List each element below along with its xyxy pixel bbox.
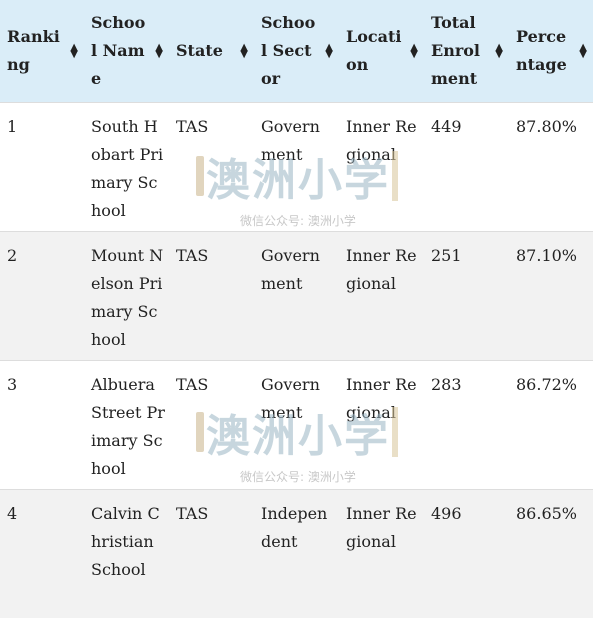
cell-state: TAS [176, 245, 209, 265]
header-school-sector[interactable]: School Sector ▲ ▼ [254, 0, 339, 102]
cell-school-name: Mount Nelson Primary School [91, 245, 164, 349]
header-state[interactable]: State ▲ ▼ [169, 0, 254, 102]
cell-state: TAS [176, 503, 209, 523]
header-ranking[interactable]: Ranking ▲ ▼ [0, 0, 84, 102]
sort-arrows-icon: ▲ ▼ [155, 41, 163, 60]
cell-total-enrolment: 496 [431, 503, 462, 523]
cell-school-sector: Government [261, 116, 320, 164]
sort-arrows-icon: ▲ ▼ [579, 41, 587, 60]
cell-state: TAS [176, 374, 209, 394]
table-row: 3 Albuera Street Primary School TAS Gove… [0, 360, 593, 489]
cell-location: Inner Regional [346, 374, 417, 422]
cell-school-sector: Government [261, 374, 320, 422]
header-label: School Name [91, 12, 146, 88]
table-header-row: Ranking ▲ ▼ School Name ▲ ▼ State ▲ ▼ School S… [0, 0, 593, 102]
cell-ranking: 2 [7, 245, 18, 265]
header-percentage[interactable]: Percentage ▲ ▼ [509, 0, 593, 102]
header-label: Location [346, 26, 402, 74]
cell-school-name: Calvin Christian School [91, 503, 160, 579]
cell-school-name: South Hobart Primary School [91, 116, 164, 220]
cell-total-enrolment: 251 [431, 245, 462, 265]
sort-arrows-icon: ▲ ▼ [495, 41, 503, 60]
header-label: State [176, 40, 223, 60]
cell-location: Inner Regional [346, 116, 417, 164]
cell-school-name: Albuera Street Primary School [91, 374, 165, 478]
header-location[interactable]: Location ▲ ▼ [339, 0, 424, 102]
sort-arrows-icon: ▲ ▼ [410, 41, 418, 60]
cell-percentage: 86.65% [516, 503, 578, 523]
header-label: Ranking [7, 26, 60, 74]
cell-percentage: 86.72% [516, 374, 578, 394]
header-total-enrolment[interactable]: Total Enrolment ▲ ▼ [424, 0, 509, 102]
cell-percentage: 87.80% [516, 116, 578, 136]
cell-ranking: 3 [7, 374, 18, 394]
cell-total-enrolment: 283 [431, 374, 462, 394]
table-row: 4 Calvin Christian School TAS Independen… [0, 489, 593, 618]
cell-state: TAS [176, 116, 209, 136]
cell-percentage: 87.10% [516, 245, 578, 265]
cell-ranking: 1 [7, 116, 18, 136]
cell-location: Inner Regional [346, 245, 417, 293]
cell-school-sector: Government [261, 245, 320, 293]
cell-total-enrolment: 449 [431, 116, 462, 136]
sort-arrows-icon: ▲ ▼ [325, 41, 333, 60]
cell-ranking: 4 [7, 503, 18, 523]
header-label: Total Enrolment [431, 12, 481, 88]
table-row: 2 Mount Nelson Primary School TAS Govern… [0, 231, 593, 360]
header-school-name[interactable]: School Name ▲ ▼ [84, 0, 169, 102]
sort-arrows-icon: ▲ ▼ [240, 41, 248, 60]
header-label: School Sector [261, 12, 316, 88]
cell-location: Inner Regional [346, 503, 417, 551]
cell-school-sector: Independent [261, 503, 328, 551]
header-label: Percentage [516, 26, 567, 74]
sort-arrows-icon: ▲ ▼ [70, 41, 78, 60]
table-row: 1 South Hobart Primary School TAS Govern… [0, 102, 593, 231]
